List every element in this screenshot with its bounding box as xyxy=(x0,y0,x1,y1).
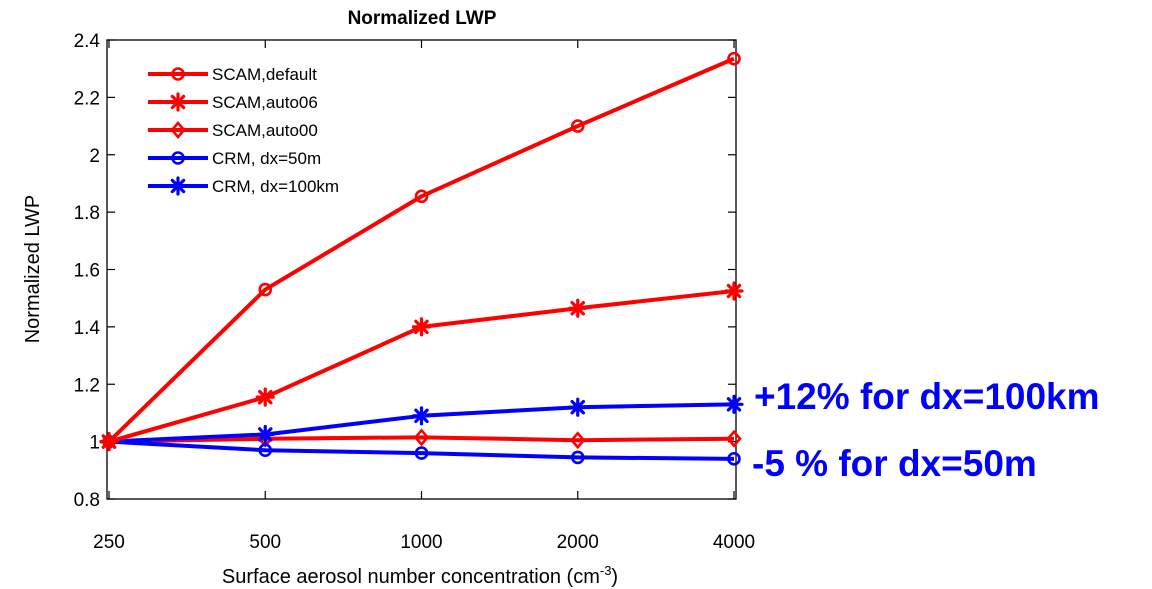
data-point-circle-marker xyxy=(727,51,741,66)
legend-circle-marker xyxy=(171,67,185,81)
data-point-circle-marker xyxy=(570,119,585,133)
annotation-dx100km: +12% for dx=100km xyxy=(754,376,1100,417)
y-tick-label: 2.4 xyxy=(74,31,101,52)
legend-diamond-marker xyxy=(170,121,186,139)
legend-entry: CRM, dx=100km xyxy=(148,176,339,196)
legend-label: SCAM,default xyxy=(212,65,317,84)
x-axis-label: Surface aerosol number concentration (cm… xyxy=(222,563,618,588)
data-point-diamond-marker xyxy=(726,429,742,448)
y-tick-label: 1.2 xyxy=(74,375,100,396)
annotation-dx50m: -5 % for dx=50m xyxy=(752,443,1037,484)
x-tick-label: 250 xyxy=(93,532,125,553)
data-point-diamond-marker xyxy=(570,431,586,450)
legend-asterisk-stroke xyxy=(170,178,186,194)
data-point-asterisk-stroke xyxy=(570,300,586,316)
legend-label: SCAM,auto00 xyxy=(212,121,318,140)
legend-circle-marker xyxy=(171,151,185,165)
legend: SCAM,default SCAM,auto06 SCAM,auto00 CRM, d… xyxy=(148,65,339,196)
x-tick-label: 500 xyxy=(249,532,281,553)
legend-entry: SCAM,auto06 xyxy=(148,92,318,112)
data-point-circle-marker xyxy=(414,446,429,460)
legend-entry: SCAM,auto00 xyxy=(148,121,318,140)
series-0 xyxy=(102,51,741,449)
x-tick-label: 2000 xyxy=(557,532,599,553)
data-point-asterisk-stroke xyxy=(414,319,429,335)
data-point-asterisk-stroke xyxy=(257,389,273,405)
legend-label: SCAM,auto06 xyxy=(212,93,318,112)
chart-title: Normalized LWP xyxy=(348,8,497,29)
data-point-circle-marker xyxy=(102,434,116,449)
data-point-asterisk-stroke xyxy=(570,399,586,415)
legend-entry: CRM, dx=50m xyxy=(148,149,321,168)
legend-entry: SCAM,default xyxy=(148,65,317,84)
data-point-asterisk-stroke xyxy=(257,427,273,442)
legend-asterisk-stroke xyxy=(170,94,186,110)
series-layer xyxy=(99,51,744,466)
series-1 xyxy=(99,281,744,452)
legend-label: CRM, dx=50m xyxy=(212,149,321,168)
series-line xyxy=(108,435,735,444)
data-point-asterisk-stroke xyxy=(726,283,742,299)
data-point-circle-marker xyxy=(727,452,741,466)
data-point-asterisk-stroke xyxy=(726,397,742,412)
legend-label: CRM, dx=100km xyxy=(212,177,339,196)
y-tick-label: 1.8 xyxy=(74,203,100,224)
series-line xyxy=(107,56,735,444)
y-tick-label: 1.6 xyxy=(74,261,100,282)
y-tick-label: 1.4 xyxy=(74,318,101,339)
y-tick-label: 0.8 xyxy=(74,490,100,511)
y-tick-label: 1 xyxy=(89,433,100,454)
y-tick-label: 2.2 xyxy=(74,88,100,109)
x-axis: 250 500 1000 2000 4000 xyxy=(93,40,755,553)
data-point-circle-marker xyxy=(258,282,273,297)
y-axis: 0.8 1 1.2 1.4 1.6 1.8 2 2.2 2.4 xyxy=(74,31,736,511)
data-point-diamond-marker xyxy=(413,428,430,447)
x-axis-label-superscript: -3 xyxy=(600,563,612,578)
x-tick-label: 4000 xyxy=(713,532,755,553)
x-tick-label: 1000 xyxy=(400,532,442,553)
data-point-circle-marker xyxy=(570,450,585,465)
series-line xyxy=(108,439,735,461)
data-point-asterisk-stroke xyxy=(414,408,429,424)
data-point-circle-marker xyxy=(414,189,429,204)
y-axis-label: Normalized LWP xyxy=(22,195,44,344)
data-point-circle-marker xyxy=(258,443,273,458)
y-tick-label: 2 xyxy=(89,146,100,167)
